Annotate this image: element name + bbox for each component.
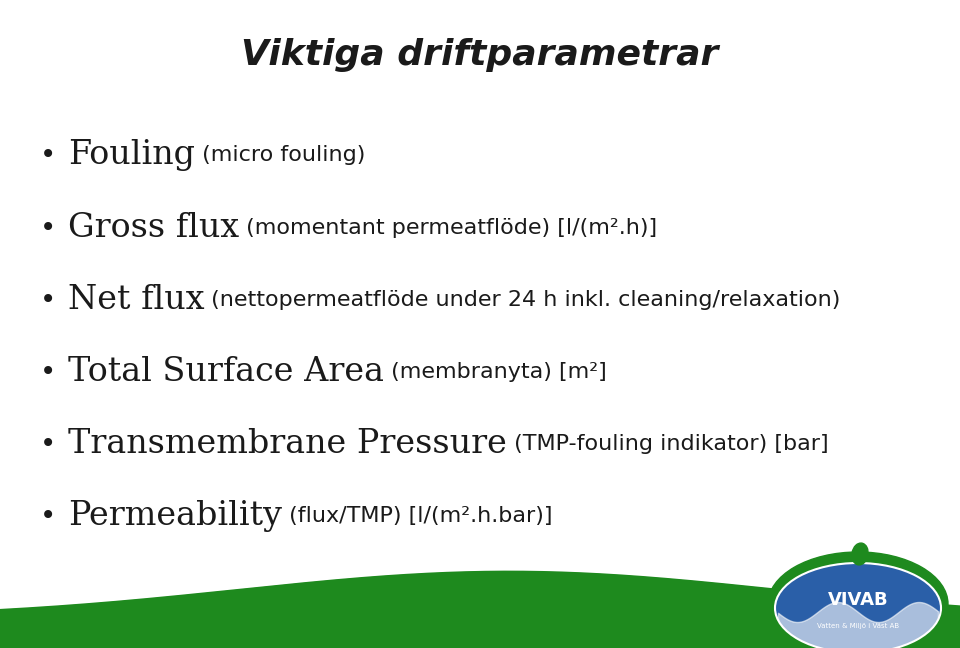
Ellipse shape [775,563,941,648]
Text: Vatten & Miljö i Väst AB: Vatten & Miljö i Väst AB [817,623,900,629]
Text: (micro fouling): (micro fouling) [195,145,366,165]
Text: (momentant permeatflöde) [l/(m².h)]: (momentant permeatflöde) [l/(m².h)] [239,218,658,238]
Text: (membranyta) [m²]: (membranyta) [m²] [384,362,607,382]
Ellipse shape [768,552,948,648]
Text: •: • [40,141,56,169]
Text: (nettopermeatflöde under 24 h inkl. cleaning/relaxation): (nettopermeatflöde under 24 h inkl. clea… [204,290,841,310]
Text: •: • [40,358,56,386]
Text: (flux/TMP) [l/(m².h.bar)]: (flux/TMP) [l/(m².h.bar)] [282,506,553,526]
Text: Gross flux: Gross flux [68,212,239,244]
Text: •: • [40,430,56,458]
Text: Net flux: Net flux [68,284,204,316]
Text: (TMP-fouling indikator) [bar]: (TMP-fouling indikator) [bar] [507,434,828,454]
Text: Total Surface Area: Total Surface Area [68,356,384,388]
Text: Viktiga driftparametrar: Viktiga driftparametrar [241,38,719,72]
Text: •: • [40,214,56,242]
Ellipse shape [852,543,868,565]
Text: •: • [40,502,56,530]
Text: Permeability: Permeability [68,500,282,532]
Text: Transmembrane Pressure: Transmembrane Pressure [68,428,507,460]
Text: •: • [40,286,56,314]
Text: VIVAB: VIVAB [828,591,888,609]
Text: Fouling: Fouling [68,139,195,171]
